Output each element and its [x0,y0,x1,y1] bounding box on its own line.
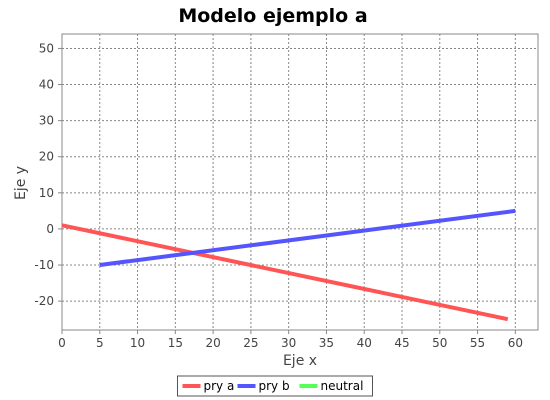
x-tick-label: 50 [432,336,447,350]
x-tick-label: 15 [168,336,183,350]
legend-label: pry a [204,379,235,393]
x-tick-label: 35 [319,336,334,350]
y-tick-label: 40 [39,78,54,92]
x-tick-label: 60 [508,336,523,350]
chart-title: Modelo ejemplo a [178,5,367,27]
y-tick-label: -20 [34,294,54,308]
x-tick-label: 30 [281,336,296,350]
x-tick-label: 5 [96,336,104,350]
x-tick-label: 45 [394,336,409,350]
y-tick-label: -10 [34,258,54,272]
y-tick-label: 30 [39,114,54,128]
y-tick-label: 50 [39,41,54,55]
y-axis-label: Eje y [13,166,29,200]
legend-label: neutral [321,379,364,393]
x-tick-label: 40 [357,336,372,350]
x-tick-label: 0 [58,336,66,350]
y-tick-label: 10 [39,186,54,200]
y-tick-label: 20 [39,150,54,164]
legend: pry a pry b neutral [178,376,373,396]
x-tick-label: 10 [130,336,145,350]
x-tick-label: 25 [243,336,258,350]
x-tick-label: 20 [205,336,220,350]
y-tick-label: 0 [46,222,54,236]
x-axis-label: Eje x [283,353,317,369]
plot-area: 0 5 10 15 20 25 30 35 40 45 50 55 60 -20 -10 0 10 20 30 40 5… [34,34,538,350]
legend-label: pry b [259,379,290,393]
x-tick-label: 55 [470,336,485,350]
plot-background [62,34,538,330]
